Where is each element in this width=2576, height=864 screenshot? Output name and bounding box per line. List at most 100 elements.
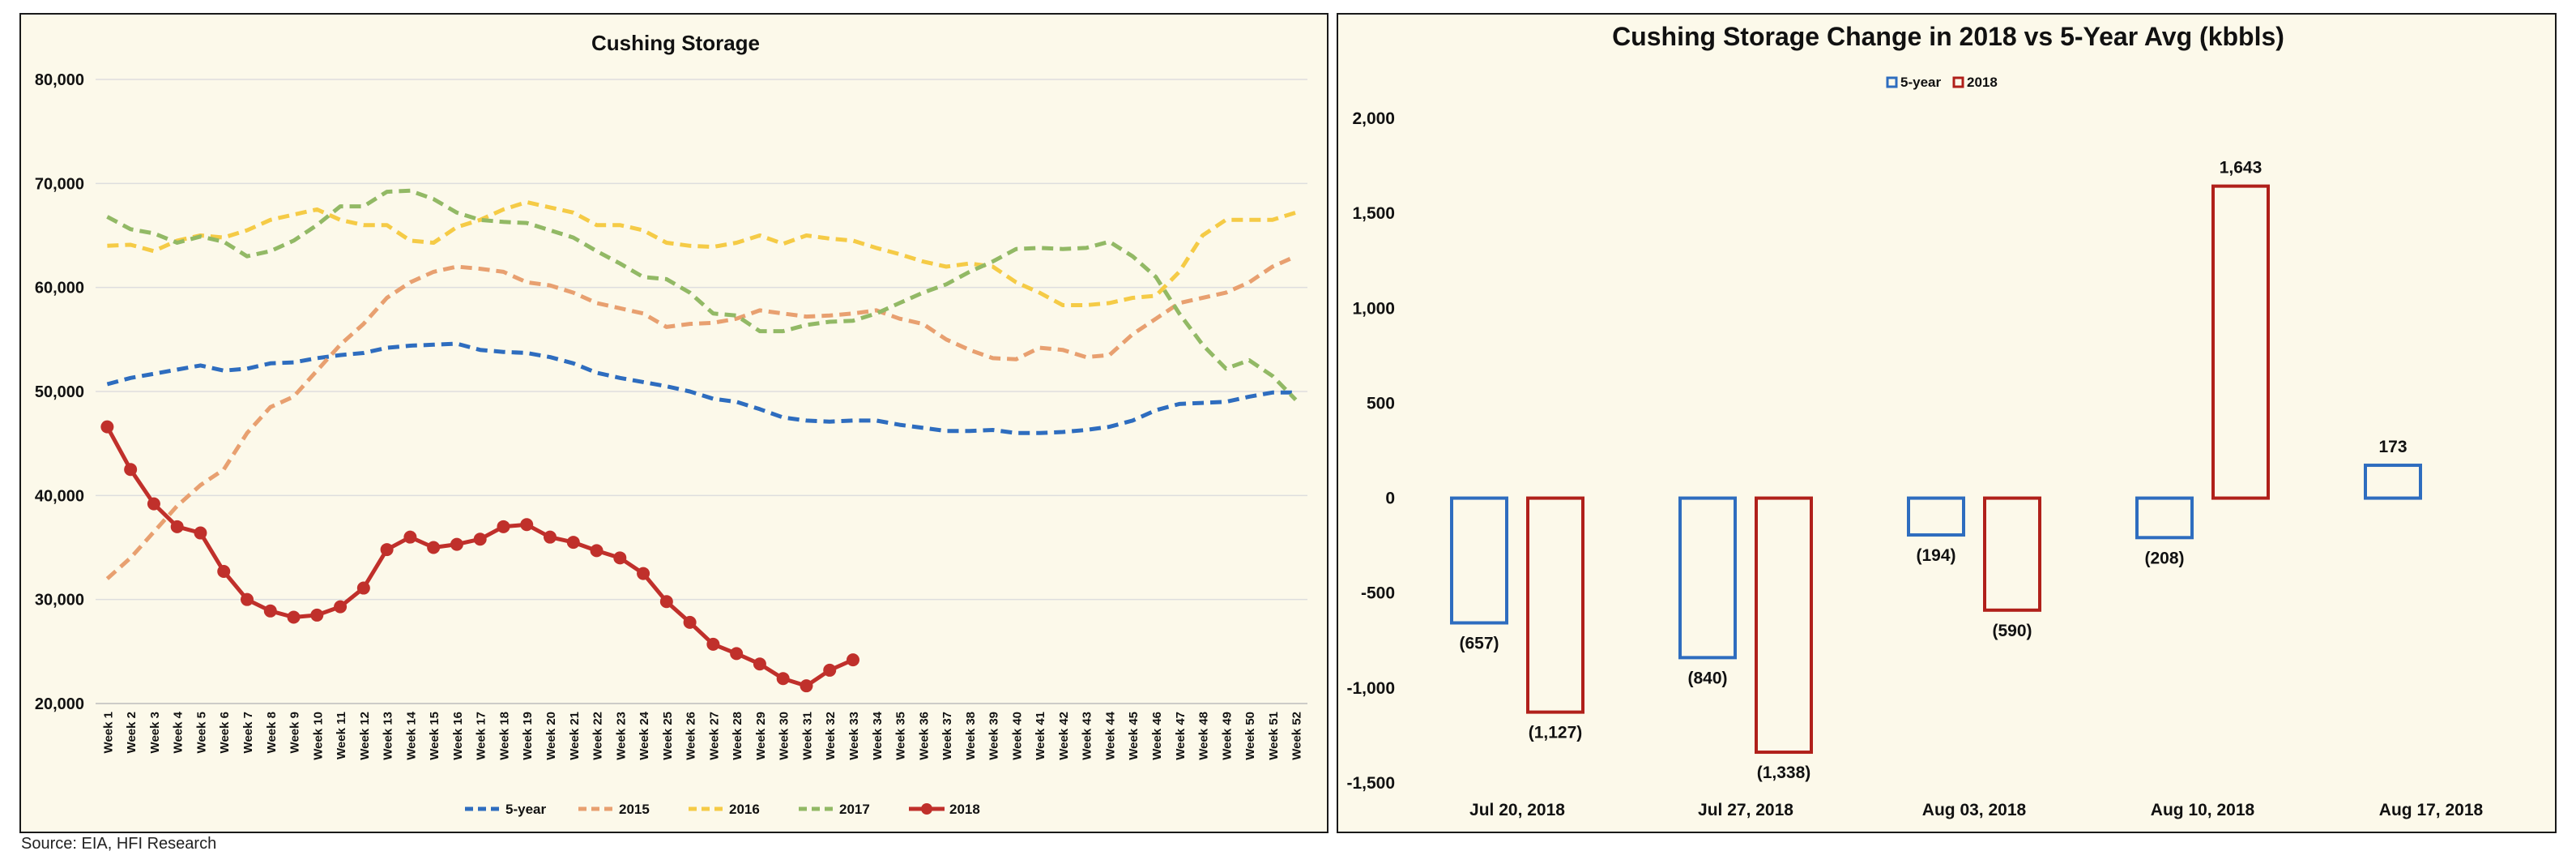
data-label-2018: (590) bbox=[1992, 622, 2032, 640]
y-tick-label: 40,000 bbox=[35, 487, 84, 505]
legend-label: 2016 bbox=[729, 802, 760, 817]
cushing-storage-chart-panel: Cushing Storage 20,000 30,000 40,000 50,000 6… bbox=[19, 13, 1329, 833]
data-label-5-year: (657) bbox=[1459, 634, 1499, 652]
data-label-5-year: (208) bbox=[2144, 549, 2184, 567]
x-tick-label: Week 26 bbox=[685, 712, 698, 760]
legend-label: 2018 bbox=[949, 802, 980, 817]
x-tick-label: Week 39 bbox=[987, 712, 1001, 760]
cushing-storage-chart: Cushing Storage 20,000 30,000 40,000 50,000 6… bbox=[35, 31, 1307, 817]
x-tick-label: Week 6 bbox=[218, 712, 232, 753]
data-point-2018 bbox=[520, 518, 534, 532]
data-point-2018 bbox=[450, 537, 463, 551]
legend-item-5-year: 5-year bbox=[1886, 75, 1941, 90]
storage-change-chart: Cushing Storage Change in 2018 vs 5-Year… bbox=[1346, 22, 2484, 819]
legend-item-2018: 2018 bbox=[1952, 75, 1998, 90]
bar-5-year bbox=[1907, 496, 1965, 537]
legend-label: 2017 bbox=[839, 802, 870, 817]
data-label-2018: 1,643 bbox=[2220, 159, 2263, 178]
bar-5-year bbox=[1450, 496, 1508, 625]
data-label-5-year: (840) bbox=[1687, 669, 1727, 687]
legend-item-2018: 2018 bbox=[909, 802, 980, 817]
x-tick-label: Week 8 bbox=[265, 712, 279, 753]
legend-item-2015: 2015 bbox=[578, 802, 650, 817]
legend-item-2016: 2016 bbox=[689, 802, 760, 817]
data-point-2018 bbox=[847, 653, 859, 667]
data-point-2018 bbox=[753, 657, 766, 671]
data-point-2018 bbox=[403, 530, 417, 544]
y-tick-label: -500 bbox=[1361, 584, 1395, 603]
data-point-2018 bbox=[637, 567, 650, 580]
y-tick-label: 500 bbox=[1367, 394, 1395, 413]
data-point-2018 bbox=[730, 647, 744, 661]
legend-item-5-year: 5-year bbox=[465, 802, 546, 817]
x-tick-label: Week 41 bbox=[1034, 712, 1047, 760]
data-point-2018 bbox=[241, 592, 254, 606]
x-tick-label: Jul 20, 2018 bbox=[1469, 801, 1565, 819]
data-point-2018 bbox=[776, 672, 790, 686]
x-tick-label: Week 9 bbox=[288, 712, 302, 753]
x-tick-label: Week 22 bbox=[591, 712, 605, 760]
x-tick-label: Week 4 bbox=[172, 711, 186, 753]
x-tick-label: Week 32 bbox=[824, 712, 838, 760]
data-point-2018 bbox=[613, 551, 627, 565]
data-point-2018 bbox=[124, 463, 138, 477]
x-tick-label: Week 51 bbox=[1267, 712, 1281, 760]
data-point-2018 bbox=[356, 581, 370, 595]
x-tick-label: Week 17 bbox=[475, 712, 488, 760]
x-tick-label: Week 49 bbox=[1220, 712, 1234, 760]
legend-marker bbox=[921, 803, 932, 815]
x-tick-label: Week 24 bbox=[638, 711, 651, 759]
x-tick-label: Week 23 bbox=[614, 712, 628, 760]
y-tick-label: 20,000 bbox=[35, 695, 84, 713]
x-tick-label: Week 37 bbox=[940, 712, 954, 760]
x-tick-label: Week 35 bbox=[894, 712, 908, 760]
x-tick-label: Week 50 bbox=[1243, 712, 1257, 760]
x-tick-label: Week 46 bbox=[1150, 712, 1164, 760]
chart-title: Cushing Storage bbox=[591, 31, 760, 55]
bar-2018 bbox=[1526, 496, 1584, 714]
x-tick-label: Week 12 bbox=[358, 712, 372, 760]
x-tick-label: Week 13 bbox=[382, 712, 395, 760]
x-tick-label: Week 45 bbox=[1127, 712, 1141, 760]
legend-swatch bbox=[1886, 76, 1898, 88]
data-point-2018 bbox=[194, 526, 207, 540]
x-tick-label: Week 38 bbox=[964, 712, 978, 760]
x-tick-label: Week 36 bbox=[917, 712, 931, 760]
data-point-2018 bbox=[310, 608, 324, 622]
x-tick-label: Week 2 bbox=[125, 712, 139, 753]
x-tick-label: Week 1 bbox=[101, 712, 115, 753]
x-tick-label: Week 33 bbox=[847, 712, 861, 760]
x-tick-label: Week 19 bbox=[521, 712, 535, 760]
legend-swatch bbox=[1952, 76, 1964, 88]
legend-label: 5-year bbox=[1900, 75, 1941, 90]
x-tick-label: Week 11 bbox=[335, 712, 348, 759]
x-tick-label: Week 25 bbox=[661, 712, 675, 760]
x-tick-label: Aug 17, 2018 bbox=[2379, 801, 2484, 819]
data-point-2018 bbox=[334, 600, 348, 614]
series-line-2016 bbox=[107, 199, 1297, 307]
legend-label: 2018 bbox=[1967, 75, 1998, 90]
data-label-5-year: (194) bbox=[1916, 546, 1955, 565]
data-point-2018 bbox=[263, 604, 277, 618]
x-tick-label: Week 21 bbox=[568, 712, 582, 760]
y-tick-label: 50,000 bbox=[35, 383, 84, 401]
x-tick-label: Week 34 bbox=[871, 711, 885, 759]
x-tick-label: Week 43 bbox=[1081, 712, 1094, 760]
x-tick-label: Week 52 bbox=[1290, 712, 1304, 760]
y-tick-label: -1,500 bbox=[1346, 774, 1395, 793]
x-tick-label: Week 30 bbox=[778, 712, 791, 760]
data-point-2018 bbox=[287, 610, 301, 624]
data-point-2018 bbox=[659, 595, 673, 609]
series-line-2018 bbox=[104, 425, 855, 688]
series-line-2015 bbox=[105, 254, 1297, 580]
data-point-2018 bbox=[706, 637, 720, 651]
x-tick-label: Week 31 bbox=[800, 712, 814, 760]
x-tick-label: Aug 10, 2018 bbox=[2151, 801, 2255, 819]
legend-item-2017: 2017 bbox=[799, 802, 870, 817]
data-point-2018 bbox=[590, 544, 603, 558]
series-line-5-year bbox=[106, 341, 1296, 435]
data-label-5-year: 173 bbox=[2378, 438, 2407, 456]
data-label-2018: (1,338) bbox=[1757, 763, 1811, 782]
data-label-2018: (1,127) bbox=[1529, 724, 1583, 742]
bar-5-year bbox=[1678, 496, 1737, 660]
